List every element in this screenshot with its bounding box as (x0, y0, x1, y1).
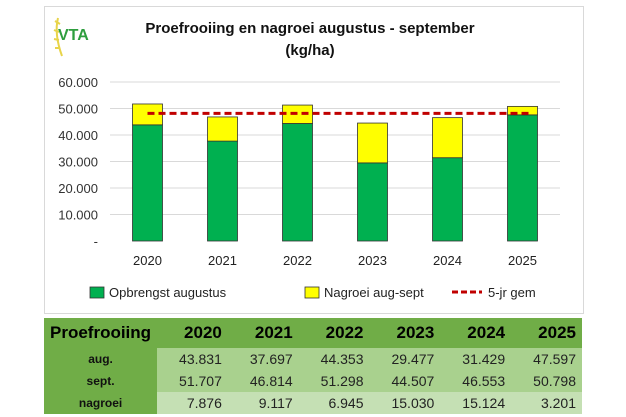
chart-title: Proefrooiing en nagroei augustus - septe… (145, 20, 475, 37)
cell: 46.553 (440, 370, 512, 392)
year-header: 2025 (511, 318, 582, 348)
table-corner: Proefrooiing (44, 318, 158, 348)
legend-swatch-nagroei (304, 286, 320, 299)
chart-plot: - 10.000 20.000 30.000 40.000 50.000 60.000 202… (58, 75, 560, 300)
year-header: 2022 (298, 318, 370, 348)
vta-logo: VTA (53, 17, 89, 57)
legend-label: Opbrengst augustus (109, 285, 227, 300)
cell: 51.707 (157, 370, 228, 392)
table-header-row: Proefrooiing 2020 2021 2022 2023 2024 20… (44, 318, 582, 348)
legend-label: Nagroei aug-sept (324, 285, 424, 300)
x-tick-label: 2021 (208, 253, 237, 268)
year-header: 2020 (157, 318, 228, 348)
cell: 44.507 (369, 370, 441, 392)
row-label: aug. (44, 348, 158, 370)
cell: 51.298 (298, 370, 370, 392)
year-header: 2024 (440, 318, 512, 348)
y-tick-label: 30.000 (58, 155, 98, 170)
y-tick-label: - (94, 234, 98, 249)
legend-swatch-augustus (89, 286, 105, 299)
cell: 7.876 (157, 392, 228, 414)
year-header: 2023 (369, 318, 441, 348)
cell: 44.353 (298, 348, 370, 370)
cell: 46.814 (227, 370, 299, 392)
bar-augustus (357, 162, 388, 242)
bar-augustus (282, 123, 313, 242)
bar-nagroei (432, 117, 463, 159)
bar-augustus (432, 157, 463, 242)
cell: 37.697 (227, 348, 299, 370)
chart-subtitle: (kg/ha) (285, 42, 335, 59)
y-tick-label: 20.000 (58, 181, 98, 196)
table-row: sept. 51.707 46.814 51.298 44.507 46.553… (44, 370, 582, 392)
bar-nagroei (357, 122, 388, 164)
x-tick-label: 2024 (433, 253, 462, 268)
table-row: nagroei 7.876 9.117 6.945 15.030 15.124 … (44, 392, 582, 414)
y-tick-label: 50.000 (58, 102, 98, 117)
data-table: Proefrooiing 2020 2021 2022 2023 2024 20… (44, 318, 582, 414)
bar-augustus (507, 114, 538, 242)
cell: 43.831 (157, 348, 228, 370)
bar-nagroei (507, 105, 538, 116)
cell: 9.117 (227, 392, 299, 414)
y-tick-label: 10.000 (58, 208, 98, 223)
cell: 15.124 (440, 392, 512, 414)
cell: 29.477 (369, 348, 441, 370)
cell: 31.429 (440, 348, 512, 370)
table-row: aug. 43.831 37.697 44.353 29.477 31.429 … (44, 348, 582, 370)
x-tick-label: 2025 (508, 253, 537, 268)
row-label: nagroei (44, 392, 158, 414)
bar-augustus (132, 124, 163, 242)
x-tick-label: 2023 (358, 253, 387, 268)
year-header: 2021 (227, 318, 299, 348)
y-tick-label: 60.000 (58, 75, 98, 90)
y-tick-label: 40.000 (58, 128, 98, 143)
x-tick-label: 2022 (283, 253, 312, 268)
svg-text:VTA: VTA (58, 27, 89, 44)
cell: 15.030 (369, 392, 441, 414)
bar-nagroei (207, 116, 238, 142)
x-tick-label: 2020 (133, 253, 162, 268)
cell: 47.597 (511, 348, 582, 370)
bar-augustus (207, 140, 238, 242)
row-label: sept. (44, 370, 158, 392)
cell: 3.201 (511, 392, 582, 414)
legend-label: 5-jr gem (488, 285, 536, 300)
cell: 6.945 (298, 392, 370, 414)
cell: 50.798 (511, 370, 582, 392)
